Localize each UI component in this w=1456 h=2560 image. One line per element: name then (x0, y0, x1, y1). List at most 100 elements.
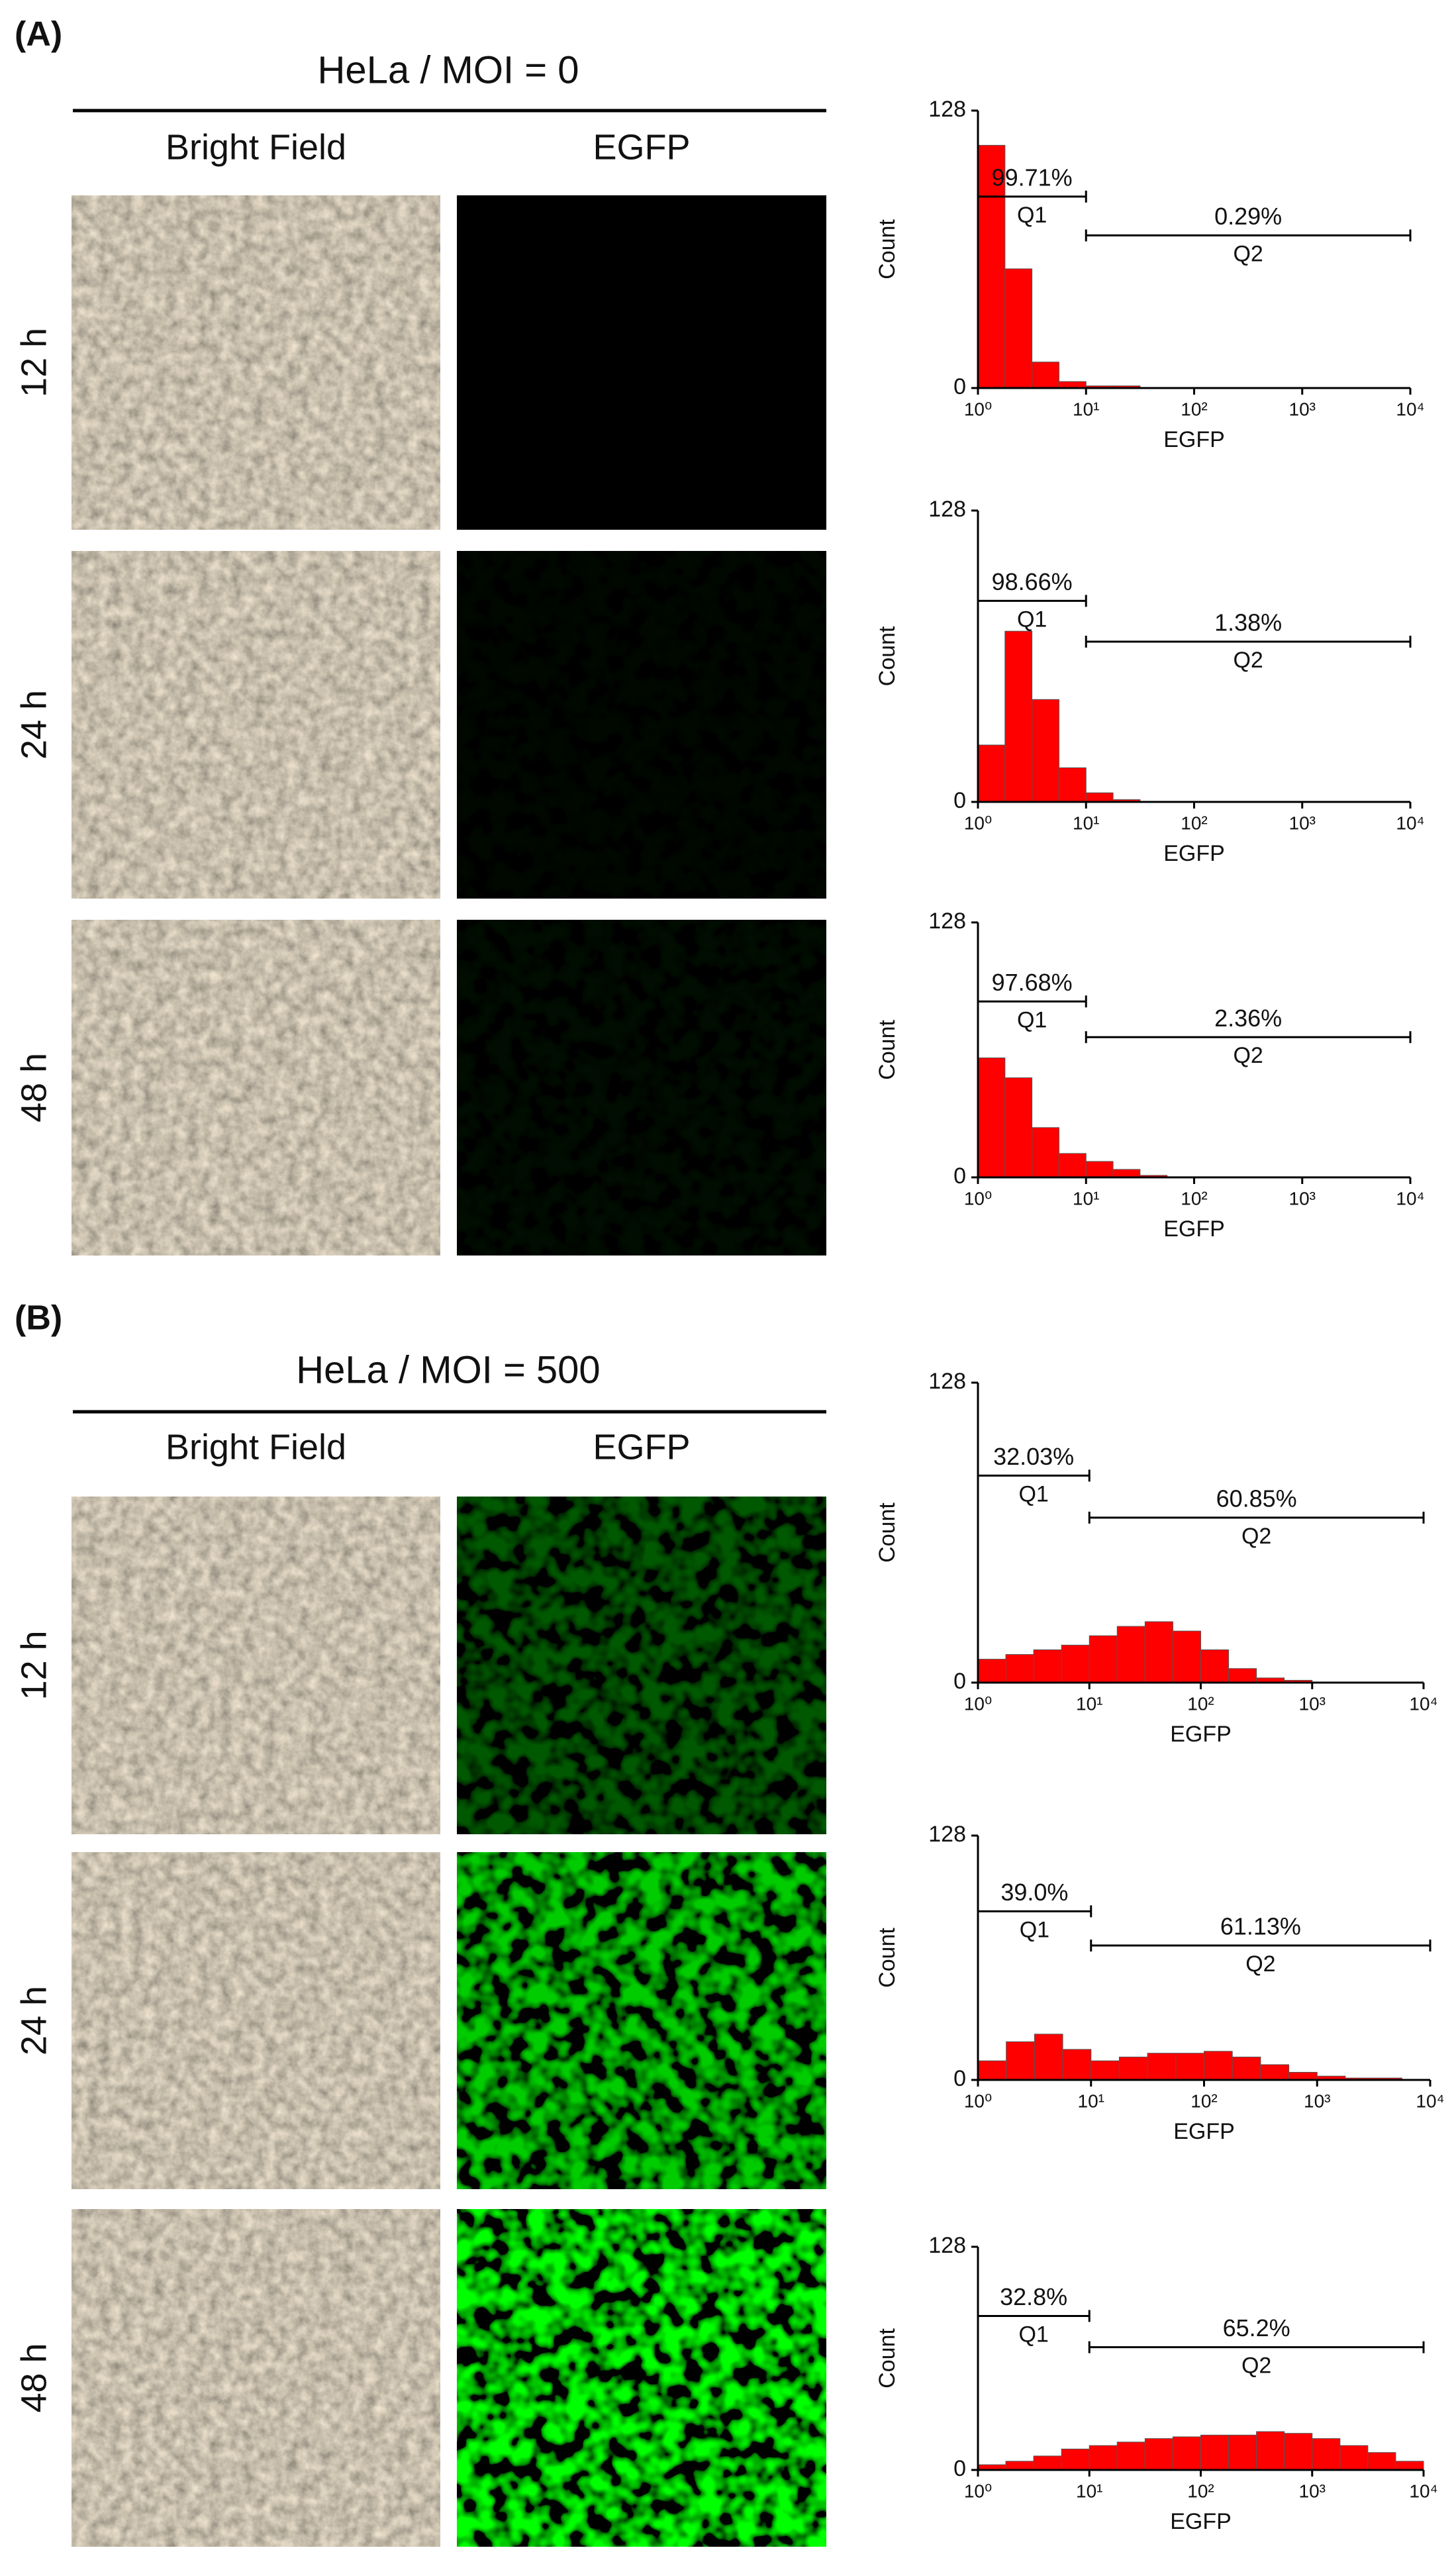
x-tick-label: 10² (1187, 2481, 1214, 2501)
histogram-bar (1204, 2051, 1233, 2081)
x-tick-label: 10⁰ (964, 2481, 992, 2501)
x-tick-label: 10⁴ (1396, 399, 1424, 419)
x-axis-label: EGFP (1170, 1722, 1232, 1747)
gate-percent: 39.0% (1000, 1879, 1068, 1906)
time-label: 12 h (14, 328, 54, 397)
histogram-bar (1284, 2433, 1313, 2471)
y-tick-label: 128 (928, 497, 966, 522)
bright-field-image (72, 2209, 440, 2547)
histogram-bar (1062, 2049, 1092, 2081)
x-tick-label: 10³ (1299, 2481, 1326, 2501)
histogram-bar (1061, 1644, 1090, 1683)
gate-name: Q1 (1020, 1917, 1049, 1942)
bright-field-image (72, 1852, 440, 2189)
gate-percent: 32.8% (1000, 2283, 1067, 2310)
gate-name: Q2 (1233, 242, 1263, 267)
x-tick-label: 10³ (1304, 2091, 1330, 2111)
egfp-signal (457, 1852, 826, 2189)
gate-percent: 2.36% (1214, 1005, 1282, 1032)
x-axis-label: EGFP (1173, 2119, 1235, 2144)
histogram-bar (977, 2060, 1007, 2081)
y-axis-label: Count (875, 1020, 900, 1080)
gate-name: Q1 (1017, 1007, 1047, 1032)
histogram-bar (1200, 2434, 1230, 2471)
histogram-bar (1144, 1621, 1173, 1683)
y-tick-label: 0 (953, 2456, 966, 2481)
histogram-bar (1032, 699, 1059, 803)
x-tick-label: 10¹ (1073, 399, 1099, 419)
panel-title: HeLa / MOI = 0 (318, 48, 579, 91)
panel-title: HeLa / MOI = 500 (296, 1348, 600, 1391)
x-tick-label: 10¹ (1073, 812, 1099, 833)
histogram-bar (1116, 1626, 1145, 1683)
histogram-bar (1256, 2431, 1285, 2471)
bright-field-image (72, 551, 440, 899)
x-tick-label: 10⁴ (1409, 1693, 1437, 1714)
gate-percent: 32.03% (993, 1443, 1074, 1470)
gate-percent: 97.68% (992, 969, 1073, 996)
gate-percent: 99.71% (992, 164, 1073, 191)
x-tick-label: 10³ (1289, 812, 1316, 833)
histogram-bar (977, 144, 1006, 389)
x-tick-label: 10⁰ (964, 1693, 992, 1714)
x-axis-label: EGFP (1170, 2509, 1232, 2534)
histogram-bar (1175, 2053, 1204, 2081)
x-tick-label: 10¹ (1073, 1188, 1099, 1208)
histogram-bar (977, 1058, 1006, 1178)
x-tick-label: 10² (1181, 1188, 1207, 1208)
histogram-bar (1005, 2461, 1034, 2471)
histogram-bar (1367, 2452, 1396, 2471)
x-tick-label: 10⁰ (964, 399, 992, 419)
histogram-bar (1004, 630, 1033, 803)
y-axis-label: Count (875, 2328, 900, 2388)
x-tick-label: 10³ (1289, 399, 1316, 419)
x-tick-label: 10⁰ (964, 2091, 992, 2111)
histogram-bar (1006, 2041, 1035, 2081)
histogram-bar (1312, 2438, 1341, 2471)
egfp-signal (457, 920, 826, 1255)
bright-field-image (72, 920, 440, 1255)
bright-field-image (72, 1497, 440, 1834)
gate-percent: 98.66% (992, 568, 1073, 595)
time-label: 48 h (14, 1053, 54, 1122)
histogram-bar (977, 1659, 1006, 1683)
gate-percent: 60.85% (1216, 1485, 1297, 1512)
gate-percent: 0.29% (1214, 203, 1282, 230)
histogram-bar (1091, 2060, 1120, 2081)
x-axis-label: EGFP (1163, 841, 1225, 866)
histogram-bar (1200, 1649, 1230, 1683)
gate-name: Q1 (1017, 203, 1047, 228)
egfp-image (457, 551, 826, 899)
histogram-bar (1288, 2071, 1318, 2081)
histogram-bar (1061, 2448, 1090, 2471)
x-tick-label: 10² (1190, 2091, 1217, 2111)
column-header: EGFP (593, 127, 690, 167)
x-tick-label: 10¹ (1076, 2481, 1102, 2501)
histogram-bar (1085, 792, 1114, 803)
gate-name: Q1 (1018, 2322, 1048, 2347)
x-tick-label: 10⁴ (1409, 2481, 1437, 2501)
y-axis-label: Count (875, 219, 900, 279)
x-tick-label: 10⁴ (1396, 1188, 1424, 1208)
gate-name: Q2 (1241, 2353, 1271, 2379)
histogram-bar (1032, 1127, 1059, 1178)
x-axis-label: EGFP (1163, 427, 1225, 452)
histogram-bar (1058, 1153, 1087, 1178)
gate-percent: 65.2% (1223, 2314, 1290, 2341)
y-tick-label: 128 (928, 909, 966, 934)
x-tick-label: 10⁴ (1416, 2091, 1444, 2111)
gate-name: Q2 (1245, 1951, 1275, 1977)
histogram-bar (1228, 1668, 1257, 1683)
y-axis-label: Count (875, 1502, 900, 1563)
y-tick-label: 0 (953, 2066, 966, 2091)
histogram-bar (977, 744, 1006, 803)
egfp-signal (457, 1497, 826, 1834)
panel-label: (A) (15, 15, 62, 54)
histogram-bar (1232, 2056, 1261, 2081)
y-tick-label: 0 (953, 788, 966, 813)
y-tick-label: 128 (928, 1369, 966, 1394)
column-header: Bright Field (166, 127, 346, 167)
gate-name: Q1 (1018, 1481, 1048, 1506)
y-tick-label: 0 (953, 1163, 966, 1189)
x-tick-label: 10³ (1289, 1188, 1316, 1208)
